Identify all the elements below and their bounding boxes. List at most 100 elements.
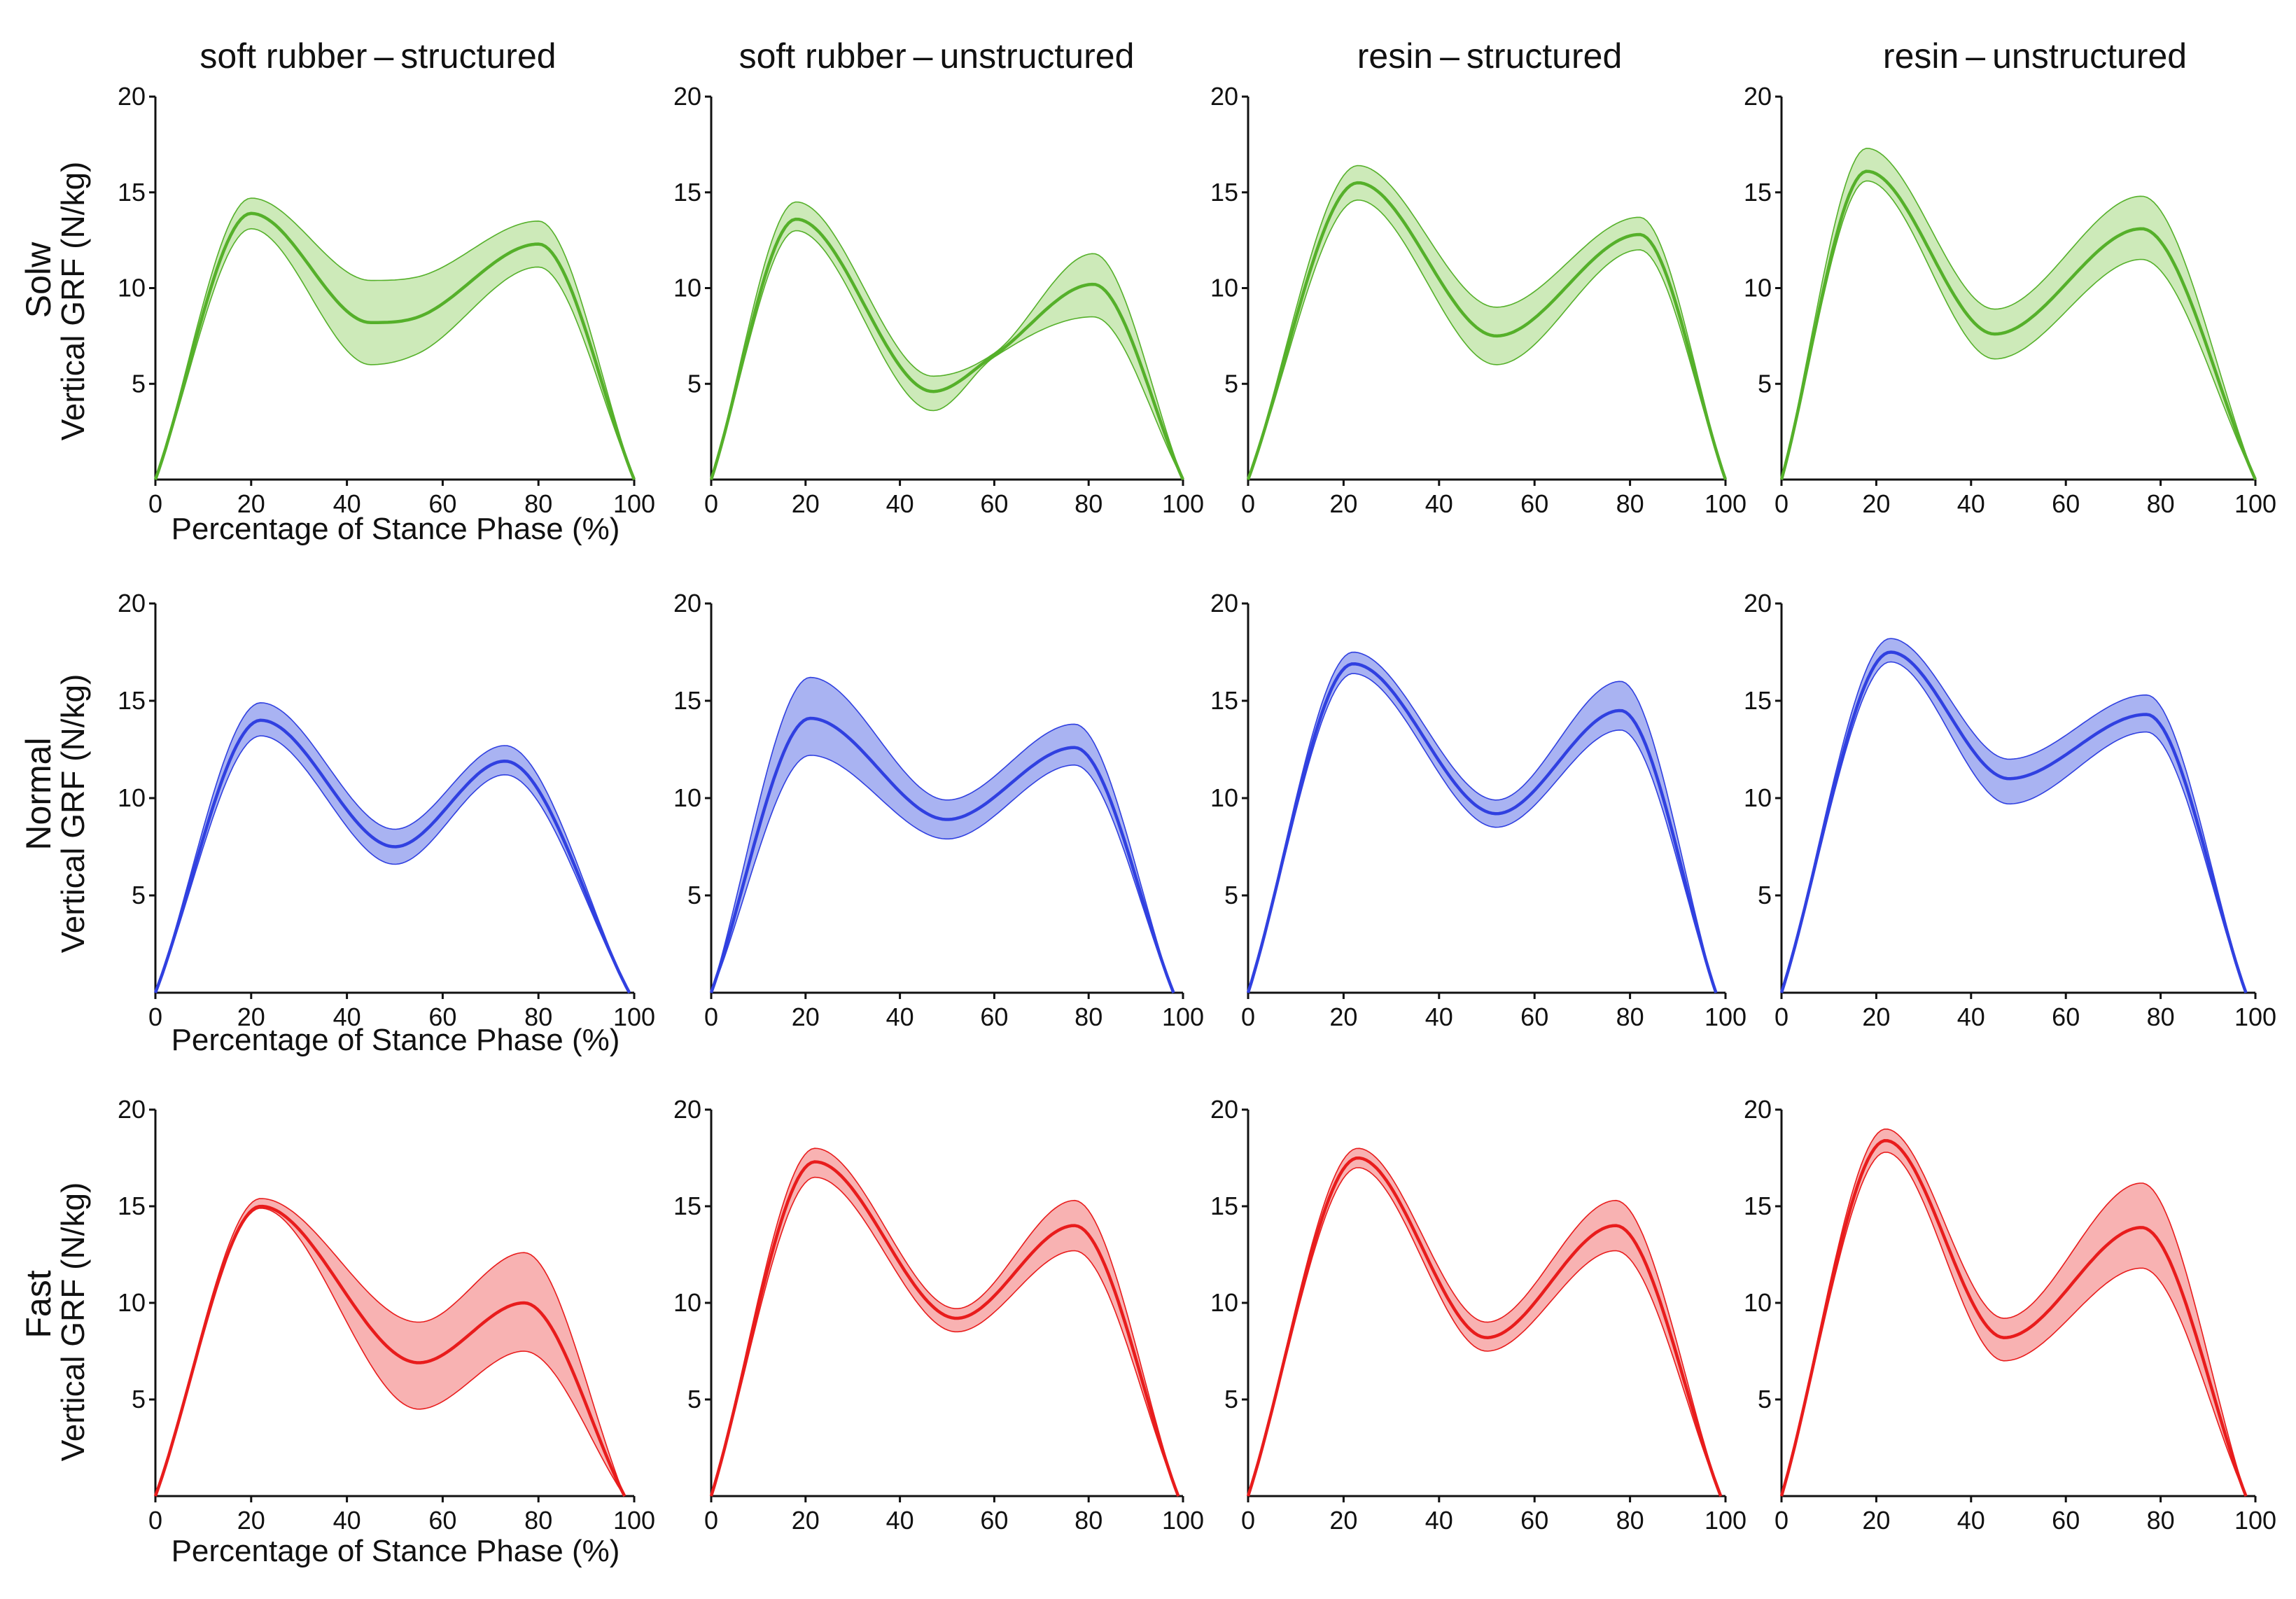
x-tick-label: 80 (1616, 1003, 1644, 1031)
x-tick-label: 0 (148, 489, 162, 518)
sd-band (155, 198, 634, 480)
chart-panel: 0 20 40 60 80 100 5 10 15 20 (118, 82, 655, 518)
lower-bound-line (155, 735, 630, 993)
x-tick-label: 0 (1241, 489, 1255, 518)
x-tick-label: 20 (237, 489, 265, 518)
x-tick-label: 0 (148, 1506, 162, 1535)
chart-panel: 0 20 40 60 80 100 5 10 15 20 (1210, 82, 1746, 518)
lower-bound-line (1781, 1152, 2247, 1497)
sd-band (711, 202, 1183, 480)
x-tick-label: 100 (1162, 489, 1204, 518)
upper-bound-line (155, 1198, 626, 1497)
x-tick-label: 100 (1162, 1506, 1204, 1535)
x-tick-label: 20 (1329, 1003, 1357, 1031)
chart-panel: 0 20 40 60 80 100 5 10 15 20 (1744, 82, 2276, 518)
y-tick-label: 20 (673, 82, 701, 111)
x-tick-label: 40 (1425, 489, 1453, 518)
x-tick-label: 40 (1957, 1003, 1985, 1031)
lower-bound-line (710, 230, 1184, 480)
x-tick-label: 60 (1520, 1003, 1548, 1031)
x-tick-label: 20 (1862, 489, 1890, 518)
mean-line (1246, 662, 1718, 993)
y-tick-label: 10 (1210, 783, 1238, 812)
sd-band (1782, 1129, 2246, 1496)
y-tick-label: 10 (1744, 274, 1772, 302)
upper-bound-line (1781, 1129, 2247, 1497)
y-tick-label: 20 (118, 589, 146, 617)
y-tick-label: 10 (1210, 1288, 1238, 1317)
x-tick-label: 100 (613, 1506, 655, 1535)
x-tick-label: 100 (2234, 489, 2276, 518)
chart-panel: 0 20 40 60 80 100 5 10 15 20 (1210, 589, 1746, 1031)
x-axis-label: Percentage of Stance Phase (%) (172, 1534, 620, 1568)
upper-bound-line (1781, 148, 2256, 480)
sd-band (1248, 165, 1726, 480)
x-tick-label: 20 (237, 1506, 265, 1535)
y-tick-label: 10 (673, 274, 701, 302)
x-tick-label: 100 (1704, 489, 1746, 518)
upper-bound-line (1247, 165, 1726, 480)
x-tick-label: 40 (333, 1003, 361, 1031)
x-tick-label: 80 (524, 1003, 552, 1031)
y-tick-label: 15 (1744, 686, 1772, 715)
row-label: Normal (19, 737, 58, 850)
upper-bound-line (1247, 1147, 1721, 1497)
x-axis-labels: Percentage of Stance Phase (%) Percentag… (172, 512, 620, 1568)
x-tick-label: 0 (704, 489, 718, 518)
y-tick-label: 20 (1744, 82, 1772, 111)
chart-panel: 0 20 40 60 80 100 5 10 15 20 (673, 1095, 1204, 1535)
x-tick-label: 60 (1520, 1506, 1548, 1535)
column-title: resin – structured (1357, 36, 1623, 76)
sd-band (711, 1148, 1179, 1496)
mean-line (153, 211, 636, 480)
x-tick-label: 40 (886, 1003, 914, 1031)
y-tick-label: 5 (1224, 1385, 1238, 1413)
x-tick-label: 0 (1241, 1003, 1255, 1031)
x-tick-label: 60 (428, 1506, 456, 1535)
row-label: Solw (19, 242, 58, 318)
x-tick-label: 0 (1774, 489, 1788, 518)
y-tick-label: 5 (132, 1385, 146, 1413)
x-tick-label: 60 (2052, 1003, 2080, 1031)
y-tick-label: 5 (687, 1385, 701, 1413)
x-tick-label: 60 (1520, 489, 1548, 518)
x-tick-label: 80 (2147, 1003, 2175, 1031)
y-tick-label: 20 (1210, 82, 1238, 111)
lower-bound-line (710, 754, 1175, 993)
upper-bound-line (155, 701, 630, 993)
x-tick-label: 100 (1704, 1003, 1746, 1031)
x-tick-label: 0 (1774, 1003, 1788, 1031)
y-tick-label: 15 (673, 686, 701, 715)
y-tick-label: 5 (687, 369, 701, 398)
x-tick-label: 100 (1162, 1003, 1204, 1031)
x-tick-label: 80 (2147, 1506, 2175, 1535)
x-tick-label: 100 (2234, 1003, 2276, 1031)
mean-line (1779, 1139, 2248, 1497)
y-tick-label: 15 (673, 1192, 701, 1220)
x-tick-label: 60 (2052, 489, 2080, 518)
x-tick-label: 20 (792, 1506, 820, 1535)
x-tick-label: 80 (524, 1506, 552, 1535)
x-tick-label: 80 (1074, 489, 1102, 518)
x-tick-label: 80 (1074, 1003, 1102, 1031)
y-tick-label: 20 (1210, 1095, 1238, 1124)
x-tick-label: 40 (1425, 1003, 1453, 1031)
x-tick-label: 0 (1774, 1506, 1788, 1535)
y-tick-label: 20 (1210, 589, 1238, 617)
x-tick-label: 0 (148, 1003, 162, 1031)
x-tick-label: 40 (333, 489, 361, 518)
sd-band (1782, 638, 2246, 993)
y-tick-label: 10 (118, 274, 146, 302)
x-tick-label: 60 (428, 489, 456, 518)
x-tick-label: 60 (980, 1003, 1008, 1031)
y-tick-label: 10 (673, 1288, 701, 1317)
x-tick-label: 0 (1241, 1506, 1255, 1535)
x-tick-label: 100 (1704, 1506, 1746, 1535)
y-tick-label: 20 (673, 1095, 701, 1124)
lower-bound-line (1247, 673, 1717, 993)
x-tick-label: 60 (2052, 1506, 2080, 1535)
upper-bound-line (710, 201, 1184, 480)
x-axis-label: Percentage of Stance Phase (%) (172, 1023, 620, 1057)
mean-line (1246, 1156, 1723, 1497)
